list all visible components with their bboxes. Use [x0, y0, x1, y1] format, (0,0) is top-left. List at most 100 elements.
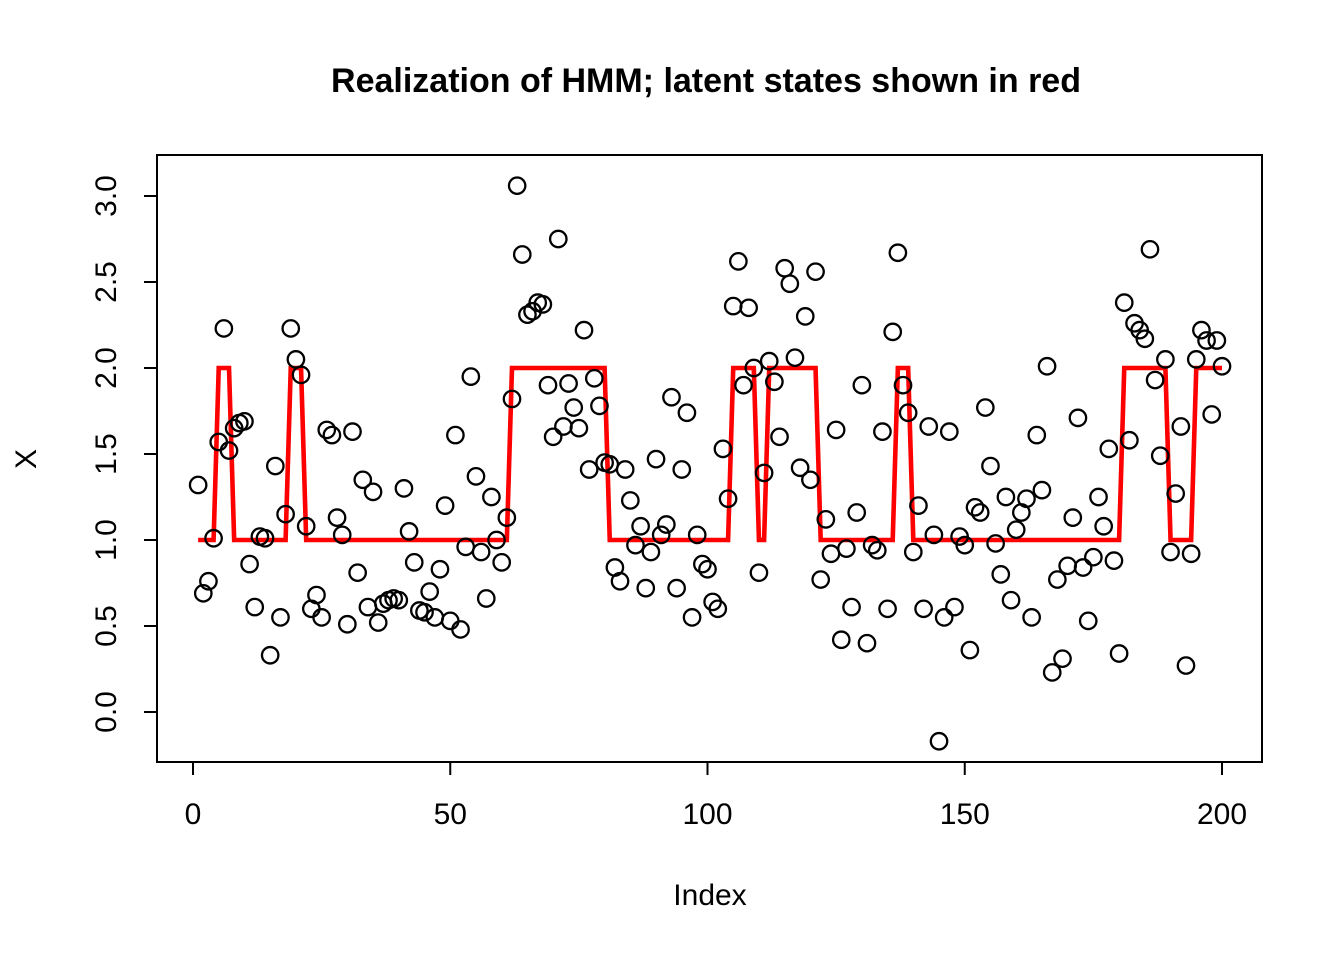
data-point [651, 525, 671, 545]
data-point [466, 467, 486, 486]
data-point [1099, 439, 1119, 459]
data-point [312, 608, 331, 627]
data-point [1089, 487, 1108, 507]
data-point [749, 563, 769, 583]
data-point [332, 525, 352, 545]
data-point [718, 489, 738, 509]
data-point [667, 578, 686, 598]
data-point [1120, 430, 1139, 450]
data-point [543, 427, 563, 447]
data-point [873, 422, 892, 441]
data-point [934, 608, 954, 627]
data-point [615, 460, 635, 479]
data-point [842, 597, 861, 617]
data-point [790, 458, 810, 478]
latent-state-line-group [198, 365, 1222, 543]
data-point [404, 553, 424, 572]
data-point [425, 608, 445, 627]
data-point [986, 534, 1005, 553]
data-point [569, 418, 589, 438]
data-point [1176, 656, 1196, 675]
data-point [188, 475, 208, 495]
data-point [1001, 590, 1021, 610]
data-point [214, 319, 234, 338]
data-point [276, 504, 295, 524]
data-point [929, 731, 949, 751]
data-point [1032, 480, 1052, 500]
data-point [507, 176, 527, 196]
data-point [389, 590, 409, 610]
data-point [837, 539, 856, 558]
x-axis-ticks: 0 50 100 150 200 [185, 762, 1247, 831]
data-point [548, 229, 568, 249]
data-point [574, 320, 594, 340]
y-tick-label: 1.0 [90, 519, 123, 561]
data-point [440, 611, 460, 631]
data-point [1063, 508, 1083, 527]
data-point [296, 516, 316, 536]
data-point [698, 559, 717, 579]
data-point [626, 535, 645, 555]
data-point [281, 319, 301, 338]
data-point [723, 296, 743, 316]
data-point [1006, 520, 1026, 540]
data-point [461, 367, 481, 386]
data-point [636, 578, 656, 598]
data-point [1212, 356, 1232, 376]
data-point [945, 597, 964, 617]
data-point [610, 571, 630, 591]
data-point [1181, 544, 1201, 564]
data-point [1078, 611, 1098, 631]
latent-state-line [198, 365, 1222, 543]
y-tick-label: 3.0 [90, 175, 123, 217]
data-point [245, 597, 265, 617]
data-point [482, 487, 501, 507]
data-point [590, 396, 609, 416]
y-tick-label: 0.5 [90, 605, 123, 647]
data-point [497, 508, 517, 527]
data-point [204, 528, 223, 548]
data-point [914, 599, 933, 619]
data-point [1197, 331, 1216, 350]
data-point [960, 640, 980, 660]
data-point [857, 633, 877, 653]
data-point [795, 307, 815, 326]
data-point [816, 510, 836, 529]
data-point [584, 368, 604, 388]
data-point [265, 456, 285, 476]
data-point [240, 554, 259, 574]
data-point [271, 608, 290, 627]
data-point [446, 425, 465, 445]
data-point [538, 375, 558, 395]
data-point [867, 540, 887, 560]
data-point [888, 243, 908, 263]
data-point [991, 565, 1011, 584]
data-point [1171, 417, 1191, 436]
data-point [693, 554, 712, 574]
data-point [765, 372, 784, 392]
data-point [898, 403, 918, 423]
chart-title: Realization of HMM; latent states shown … [331, 62, 1081, 100]
data-point [811, 570, 831, 589]
data-point [286, 350, 306, 369]
data-point [981, 456, 1000, 476]
data-point [924, 525, 944, 545]
x-tick-label: 50 [434, 798, 467, 831]
data-point [199, 571, 218, 591]
data-point [430, 559, 450, 579]
data-point [1156, 350, 1175, 369]
data-point [337, 614, 357, 634]
data-point [1042, 663, 1062, 682]
data-point [358, 597, 378, 617]
data-point [656, 515, 676, 534]
data-point [821, 544, 841, 564]
data-point [219, 441, 239, 460]
data-point [1140, 239, 1160, 259]
data-point [903, 542, 923, 562]
data-point [852, 375, 872, 395]
data-point [1048, 570, 1067, 589]
data-point [631, 516, 650, 536]
data-point [672, 460, 692, 479]
data-point [1109, 644, 1129, 663]
data-point [1094, 516, 1114, 536]
